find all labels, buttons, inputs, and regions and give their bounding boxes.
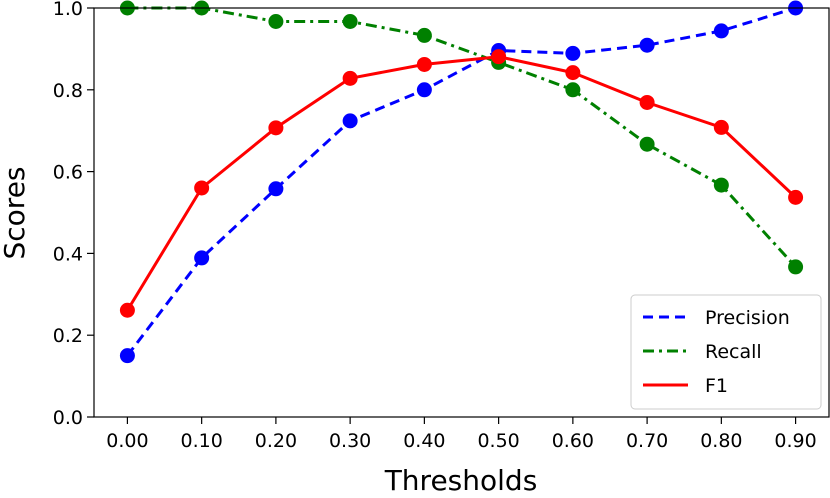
data-point-precision-2 bbox=[268, 181, 284, 197]
y-tick-label-2: 0.4 bbox=[53, 243, 83, 265]
y-tick-label-3: 0.6 bbox=[53, 162, 83, 184]
data-point-recall-9 bbox=[788, 259, 804, 275]
data-point-f1-8 bbox=[713, 119, 729, 135]
x-tick-label-5: 0.50 bbox=[477, 430, 519, 452]
data-point-recall-2 bbox=[268, 13, 284, 29]
plot-frame bbox=[93, 7, 830, 418]
x-tick-label-0: 0.00 bbox=[106, 430, 148, 452]
series-line-precision bbox=[126, 6, 797, 357]
data-point-f1-0 bbox=[119, 302, 135, 318]
y-tick-label-0: 0.0 bbox=[53, 407, 83, 429]
x-tick-label-2: 0.20 bbox=[255, 430, 297, 452]
data-point-recall-8 bbox=[713, 177, 729, 193]
data-point-recall-4 bbox=[416, 27, 432, 43]
legend-label-precision: Precision bbox=[705, 307, 790, 329]
data-point-recall-3 bbox=[342, 13, 358, 29]
y-tick-label-1: 0.2 bbox=[53, 325, 83, 347]
data-point-recall-7 bbox=[639, 136, 655, 152]
series-line-recall bbox=[127, 6, 797, 268]
data-point-precision-3 bbox=[342, 113, 358, 129]
y-axis-title: Scores bbox=[0, 166, 31, 259]
legend-label-f1: F1 bbox=[705, 375, 728, 397]
series-layer bbox=[119, 0, 804, 364]
x-tick-label-9: 0.90 bbox=[774, 430, 816, 452]
x-tick-label-4: 0.40 bbox=[403, 430, 445, 452]
x-tick-label-1: 0.10 bbox=[180, 430, 222, 452]
data-point-precision-4 bbox=[416, 82, 432, 98]
data-point-recall-6 bbox=[565, 82, 581, 98]
data-point-f1-5 bbox=[491, 49, 507, 65]
data-point-precision-7 bbox=[639, 37, 655, 53]
x-tick-label-7: 0.70 bbox=[626, 430, 668, 452]
legend: Precision Recall F1 bbox=[630, 294, 822, 410]
data-point-f1-2 bbox=[268, 120, 284, 136]
data-point-f1-7 bbox=[639, 94, 655, 110]
data-point-precision-6 bbox=[565, 45, 581, 61]
axes-layer: 0.0 0.2 0.4 0.6 0.8 1.0 0.00 0.10 0.20 0.30 0.40 0.… bbox=[53, 0, 830, 452]
data-point-f1-4 bbox=[416, 56, 432, 72]
y-tick-label-4: 0.8 bbox=[53, 80, 83, 102]
x-tick-label-3: 0.30 bbox=[329, 430, 371, 452]
data-point-f1-3 bbox=[342, 70, 358, 86]
legend-label-recall: Recall bbox=[705, 341, 762, 363]
data-point-precision-1 bbox=[194, 250, 210, 266]
data-point-f1-9 bbox=[788, 189, 804, 205]
data-point-precision-8 bbox=[713, 23, 729, 39]
data-point-f1-6 bbox=[565, 65, 581, 81]
x-tick-label-8: 0.80 bbox=[700, 430, 742, 452]
x-axis-title: Thresholds bbox=[384, 464, 538, 497]
data-point-f1-1 bbox=[194, 180, 210, 196]
data-point-precision-0 bbox=[119, 348, 135, 364]
x-tick-label-6: 0.60 bbox=[552, 430, 594, 452]
legend-box bbox=[630, 294, 822, 410]
series-line-f1 bbox=[126, 55, 797, 312]
y-tick-label-5: 1.0 bbox=[53, 0, 83, 20]
